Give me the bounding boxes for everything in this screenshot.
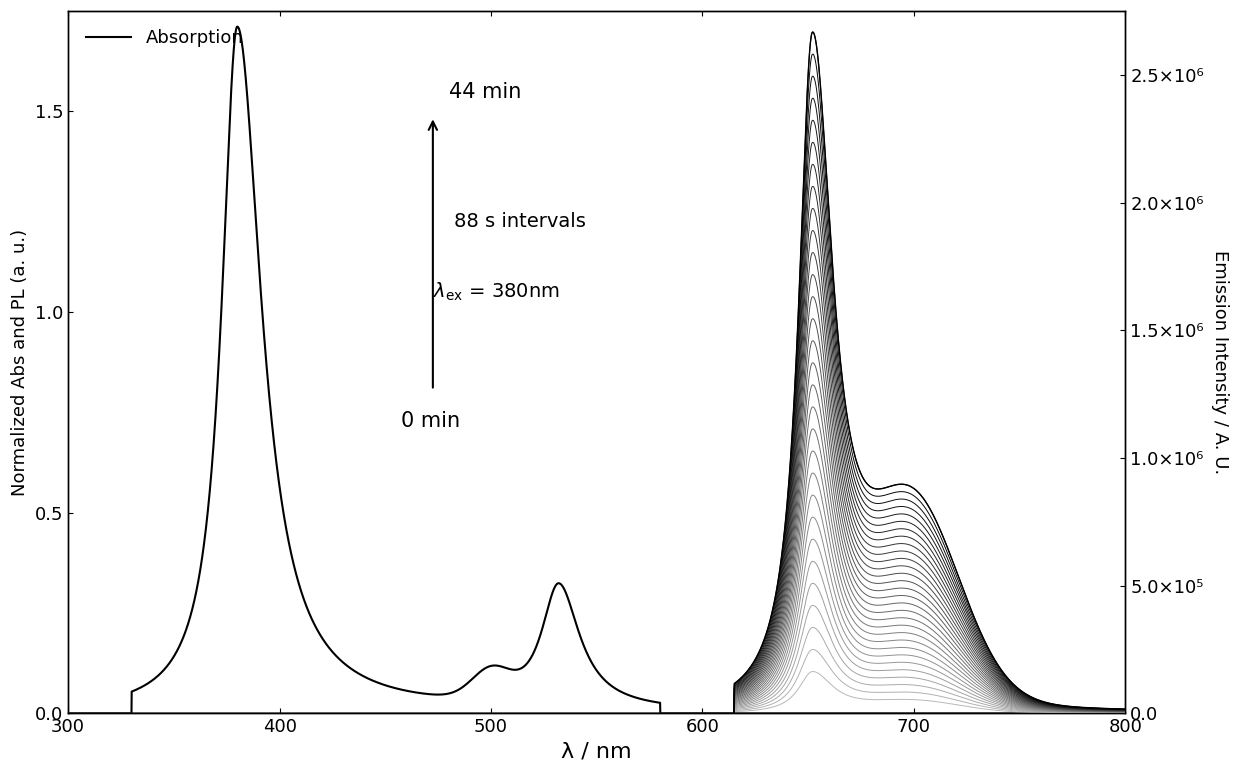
Line: Absorption: Absorption <box>68 26 1125 713</box>
Legend: Absorption: Absorption <box>77 20 253 56</box>
X-axis label: λ / nm: λ / nm <box>562 742 632 762</box>
Y-axis label: Emission Intensity / A. U.: Emission Intensity / A. U. <box>1211 250 1229 475</box>
Text: 0 min: 0 min <box>402 411 460 431</box>
Absorption <box>1061 709 1076 718</box>
Text: 88 s intervals: 88 s intervals <box>454 213 585 231</box>
Absorption <box>1117 709 1132 718</box>
Text: 44 min: 44 min <box>449 83 521 102</box>
Absorption <box>229 22 244 31</box>
Absorption <box>578 644 593 653</box>
Absorption <box>268 451 283 460</box>
Absorption <box>66 709 81 718</box>
Text: $\lambda_\mathregular{ex}$ = 380nm: $\lambda_\mathregular{ex}$ = 380nm <box>433 281 559 303</box>
Y-axis label: Normalized Abs and PL (a. u.): Normalized Abs and PL (a. u.) <box>11 229 29 495</box>
Absorption <box>104 709 119 718</box>
Absorption <box>124 709 139 718</box>
Absorption <box>61 709 76 718</box>
